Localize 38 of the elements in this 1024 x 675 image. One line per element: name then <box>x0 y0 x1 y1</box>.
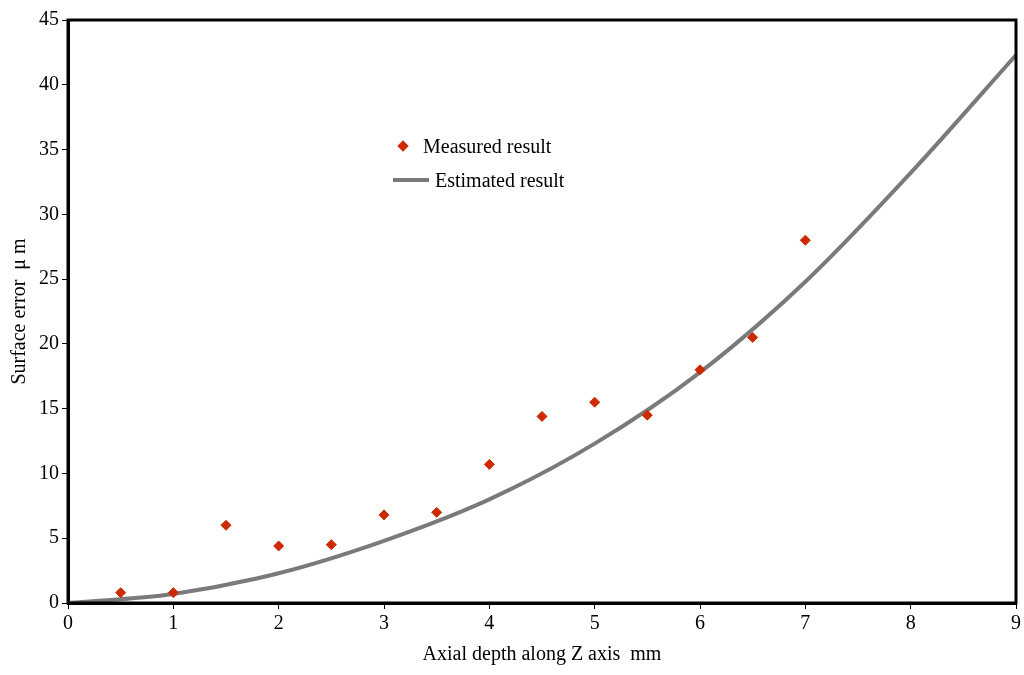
point <box>273 540 285 552</box>
point <box>536 410 548 422</box>
point <box>641 409 653 421</box>
point <box>431 506 443 518</box>
point <box>325 539 337 551</box>
point <box>483 458 495 470</box>
x-tick-label: 5 <box>589 611 600 634</box>
y-tick-label: 5 <box>49 525 59 548</box>
x-tick-label: 1 <box>168 611 179 634</box>
x-tick-label: 7 <box>800 611 811 634</box>
point <box>589 396 601 408</box>
point <box>747 331 759 343</box>
y-tick-label: 40 <box>39 72 59 95</box>
x-tick-label: 6 <box>695 611 705 634</box>
x-tick-label: 4 <box>484 611 495 634</box>
y-tick-label: 20 <box>39 331 59 354</box>
x-tick-label: 2 <box>273 611 284 634</box>
legend-label: Measured result <box>423 134 552 159</box>
y-axis-title: Surface error μ m <box>7 237 31 385</box>
x-tick-label: 0 <box>63 611 73 634</box>
legend-label: Estimated result <box>435 168 565 193</box>
x-axis-title: Axial depth along Z axis mm <box>422 642 662 666</box>
point <box>378 509 390 521</box>
y-tick-label: 30 <box>39 201 59 224</box>
y-tick-label: 35 <box>39 136 59 159</box>
point <box>799 234 811 246</box>
y-tick-label: 45 <box>39 7 59 30</box>
point <box>167 587 179 599</box>
y-tick-label: 15 <box>39 395 59 418</box>
x-tick-label: 9 <box>1011 611 1021 634</box>
point <box>115 587 127 599</box>
y-tick-label: 25 <box>39 266 59 289</box>
point <box>694 364 706 376</box>
y-tick-label: 10 <box>39 460 59 483</box>
x-tick-label: 3 <box>379 611 389 634</box>
y-tick-label: 0 <box>49 590 59 613</box>
x-tick-label: 8 <box>905 611 916 634</box>
point <box>220 519 232 531</box>
